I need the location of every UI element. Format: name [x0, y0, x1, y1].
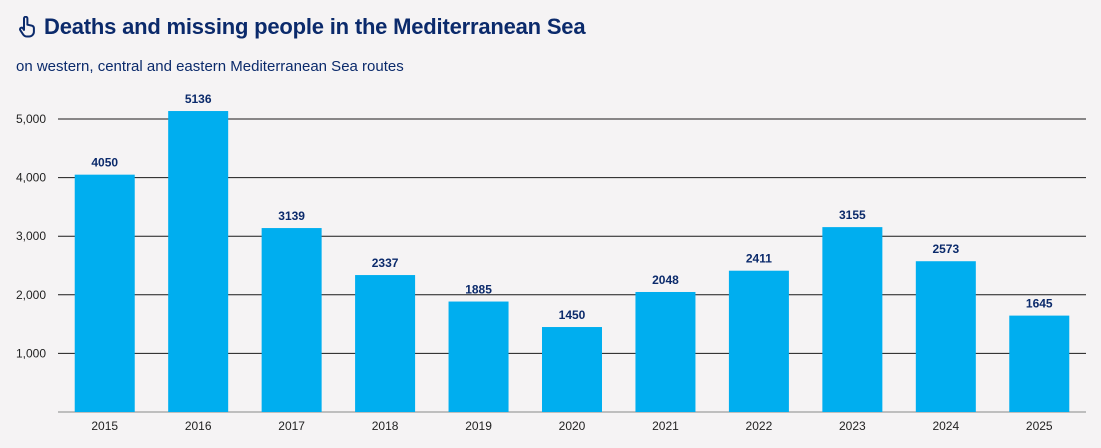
x-tick-label: 2018 — [372, 419, 399, 433]
x-tick-label: 2021 — [652, 419, 679, 433]
data-label: 2048 — [652, 273, 679, 287]
x-tick-label: 2022 — [746, 419, 773, 433]
bar — [261, 228, 322, 412]
bar — [822, 227, 883, 412]
data-label: 1450 — [559, 308, 586, 322]
y-tick-label: 2,000 — [16, 288, 46, 302]
title-row: Deaths and missing people in the Mediter… — [18, 14, 586, 40]
x-tick-label: 2023 — [839, 419, 866, 433]
data-label: 2573 — [932, 242, 959, 256]
y-tick-label: 1,000 — [16, 346, 46, 360]
chart-title: Deaths and missing people in the Mediter… — [44, 14, 586, 39]
bar — [728, 270, 789, 412]
bar — [448, 301, 509, 412]
bar — [74, 174, 135, 412]
data-label: 3155 — [839, 208, 866, 222]
bar — [635, 291, 696, 412]
bar — [1009, 315, 1070, 412]
bar — [542, 327, 602, 412]
data-label: 1885 — [465, 283, 492, 297]
data-label: 4050 — [91, 156, 118, 170]
x-tick-label: 2017 — [278, 419, 305, 433]
x-tick-label: 2015 — [91, 419, 118, 433]
bar — [168, 111, 229, 413]
data-label: 2337 — [372, 256, 399, 270]
chart-subtitle: on western, central and eastern Mediterr… — [16, 58, 404, 75]
x-tick-label: 2019 — [465, 419, 492, 433]
data-label: 3139 — [278, 209, 305, 223]
bar — [915, 261, 976, 412]
x-tick-label: 2025 — [1026, 419, 1053, 433]
data-label: 2411 — [746, 252, 772, 266]
hand-pointer-icon — [18, 16, 36, 38]
x-tick-label: 2024 — [932, 419, 959, 433]
x-tick-label: 2016 — [185, 419, 212, 433]
bar — [355, 275, 416, 412]
data-label: 5136 — [185, 92, 212, 106]
y-tick-label: 3,000 — [16, 229, 46, 243]
x-tick-label: 2020 — [559, 419, 586, 433]
data-label: 1645 — [1026, 297, 1053, 311]
y-tick-label: 5,000 — [16, 112, 46, 126]
y-tick-label: 4,000 — [16, 171, 46, 185]
